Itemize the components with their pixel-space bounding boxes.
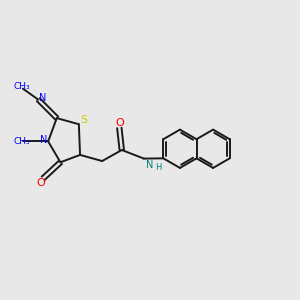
Text: N: N <box>146 160 154 170</box>
Text: CH₃: CH₃ <box>14 82 30 91</box>
Text: N: N <box>39 94 46 103</box>
Text: CH₃: CH₃ <box>14 137 30 146</box>
Text: S: S <box>80 115 87 125</box>
Text: O: O <box>36 178 45 188</box>
Text: O: O <box>116 118 124 128</box>
Text: N: N <box>40 135 47 145</box>
Text: H: H <box>155 163 161 172</box>
